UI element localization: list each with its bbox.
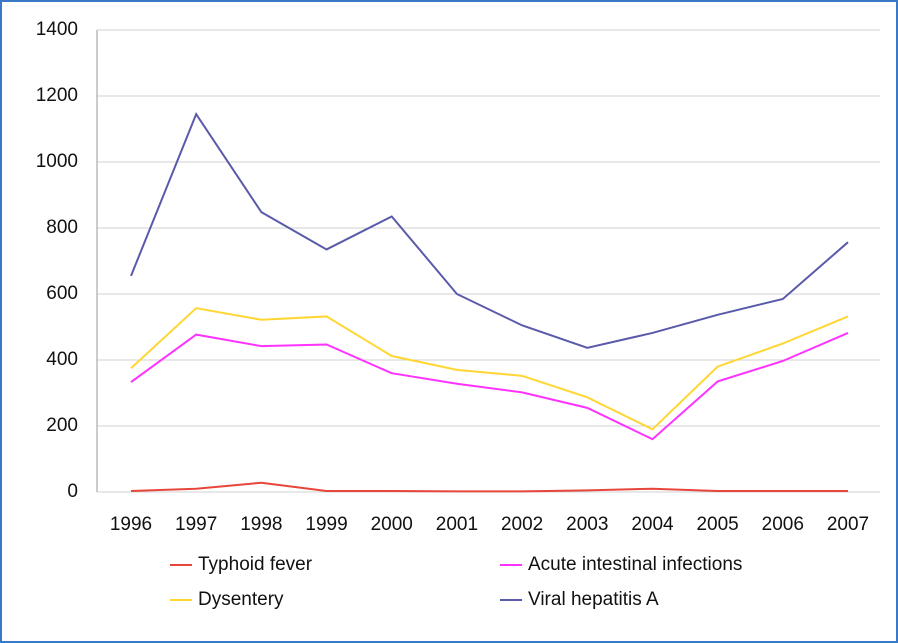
x-tick-label: 2001 [436,514,478,535]
y-tick-label: 400 [46,349,78,370]
x-tick-label: 1998 [240,514,282,535]
y-tick-label: 0 [67,481,78,502]
series-line [130,481,848,493]
y-tick-label: 600 [46,283,78,304]
x-tick-label: 1996 [110,514,152,535]
legend-label: Viral hepatitis A [528,589,659,610]
y-tick-label: 200 [46,415,78,436]
series-line [130,112,849,349]
x-tick-label: 2006 [762,514,804,535]
x-tick-label: 2004 [631,514,674,535]
y-tick-label: 1200 [36,85,78,106]
y-tick-label: 800 [46,217,78,238]
x-tick-label: 2003 [566,514,608,535]
legend-label: Typhoid fever [198,554,313,575]
x-tick-label: 2000 [371,514,413,535]
y-tick-label: 1000 [36,151,78,172]
legend-label: Dysentery [198,589,284,610]
x-tick-label: 2007 [827,514,869,535]
legend-label: Acute intestinal infections [528,554,742,575]
x-tick-label: 2005 [696,514,738,535]
y-tick-label: 1400 [36,19,78,40]
series-line [130,307,849,431]
x-tick-label: 2002 [501,514,543,535]
x-tick-label: 1997 [175,514,217,535]
x-tick-label: 1999 [305,514,347,535]
series-line [130,332,849,441]
